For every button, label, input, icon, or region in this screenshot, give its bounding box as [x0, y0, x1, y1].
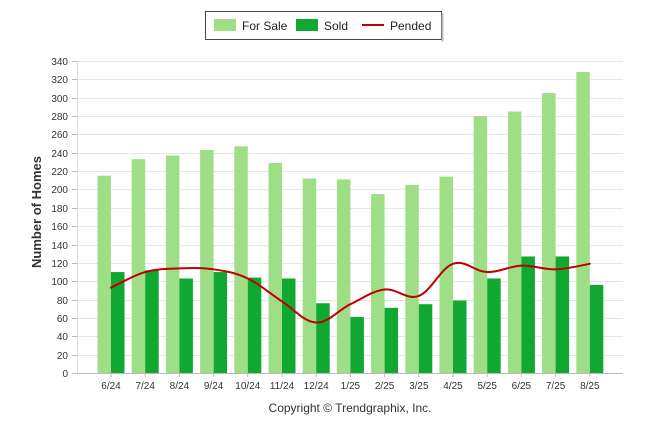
y-axis-label: Number of Homes: [29, 156, 44, 268]
x-tick-label: 6/24: [101, 381, 121, 392]
x-tick-label: 9/24: [204, 381, 224, 392]
x-tick-label: 8/25: [580, 381, 600, 392]
x-tick-label: 8/24: [170, 381, 190, 392]
bar-for-sale: [542, 93, 556, 374]
y-tick-label: 200: [51, 185, 68, 196]
bar-sold: [213, 272, 228, 373]
bar-sold: [521, 256, 535, 373]
legend-box: [205, 11, 442, 40]
bar-sold: [589, 284, 604, 373]
bar-for-sale: [439, 176, 453, 373]
y-tick-label: 140: [51, 241, 68, 252]
legend-label-pended: Pended: [390, 19, 431, 33]
pended-line-group: [110, 261, 591, 324]
bar-sold: [111, 272, 125, 373]
y-tick-label: 40: [57, 332, 69, 343]
y-tick-label: 340: [51, 57, 68, 68]
bar-for-sale: [200, 150, 214, 373]
legend-swatch-sold: [296, 19, 318, 31]
legend-shadow: [441, 13, 444, 42]
bar-sold: [282, 278, 296, 373]
bar-sold: [384, 307, 399, 373]
legend-swatch-for-sale: [214, 19, 236, 31]
bar-sold: [145, 270, 159, 373]
y-tick-label: 100: [51, 277, 68, 288]
y-tick-label: 240: [51, 149, 68, 160]
bar-for-sale: [234, 146, 248, 373]
bar-sold: [453, 300, 467, 373]
x-tick-label: 4/25: [443, 381, 463, 392]
bars-group: [97, 72, 604, 374]
y-tick-label: 20: [57, 351, 69, 362]
y-tick-label: 220: [51, 167, 68, 178]
bar-for-sale: [336, 179, 351, 373]
y-tick-label: 120: [51, 259, 68, 270]
x-tick-label: 7/25: [546, 381, 566, 392]
y-tick-label: 80: [57, 296, 69, 307]
copyright-text: Copyright © Trendgraphix, Inc.: [269, 401, 432, 415]
bar-sold: [179, 278, 193, 373]
bar-for-sale: [268, 162, 282, 373]
legend-label-sold: Sold: [324, 19, 348, 33]
bar-for-sale: [473, 116, 488, 373]
bar-sold: [418, 304, 433, 373]
x-tick-label: 3/25: [409, 381, 429, 392]
bar-sold: [316, 303, 330, 373]
x-tick-label: 11/24: [270, 381, 295, 392]
bar-for-sale: [165, 155, 180, 373]
y-tick-label: 0: [62, 369, 68, 380]
x-tick-label: 10/24: [235, 381, 260, 392]
y-tick-label: 180: [51, 204, 68, 215]
axes-group: 0 20 40 60 80 100 120 140 160 180 200 220 240 260 280 3…: [51, 57, 600, 392]
y-tick-label: 300: [51, 94, 68, 105]
x-tick-label: 12/24: [304, 381, 329, 392]
x-tick-label: 1/25: [341, 381, 361, 392]
y-tick-label: 160: [51, 222, 68, 233]
x-tick-label: 6/25: [512, 381, 532, 392]
bar-sold: [247, 277, 262, 373]
legend: For Sale Sold Pended: [205, 11, 444, 42]
bar-for-sale: [507, 111, 522, 373]
y-tick-label: 280: [51, 112, 68, 123]
bar-sold: [555, 256, 570, 373]
y-tick-label: 60: [57, 314, 69, 325]
bar-for-sale: [371, 194, 385, 373]
y-tick-label: 320: [51, 75, 68, 86]
bar-for-sale: [405, 184, 419, 373]
bar-for-sale: [576, 72, 590, 373]
x-tick-label: 5/25: [477, 381, 497, 392]
bar-sold: [350, 317, 364, 373]
bar-for-sale: [131, 159, 146, 373]
bar-for-sale: [302, 178, 317, 373]
bar-for-sale: [97, 175, 111, 373]
x-tick-label: 7/24: [135, 381, 155, 392]
bar-sold: [487, 278, 501, 373]
legend-label-for-sale: For Sale: [242, 19, 288, 33]
y-tick-label: 260: [51, 130, 68, 141]
x-tick-label: 2/25: [375, 381, 395, 392]
